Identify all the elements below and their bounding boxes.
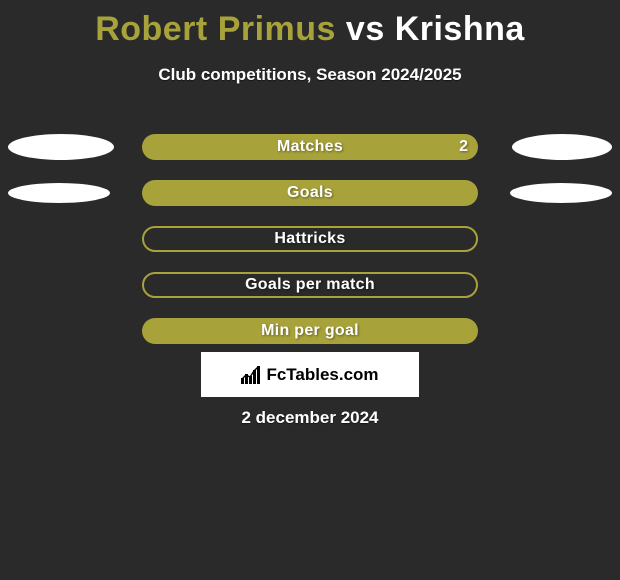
right-value-ellipse bbox=[510, 183, 612, 203]
metric-row: Goals bbox=[0, 170, 620, 216]
metric-label: Hattricks bbox=[274, 230, 345, 248]
player2-name: Krishna bbox=[395, 10, 525, 48]
metric-right-value: 2 bbox=[459, 138, 468, 156]
subtitle: Club competitions, Season 2024/2025 bbox=[0, 65, 620, 85]
metric-bar: Goals bbox=[142, 180, 478, 206]
logo: FcTables.com bbox=[241, 365, 378, 385]
left-value-ellipse bbox=[8, 134, 114, 160]
metric-bar: Min per goal bbox=[142, 318, 478, 344]
metric-row: Matches 2 bbox=[0, 124, 620, 170]
metric-label: Goals bbox=[287, 184, 333, 202]
logo-box: FcTables.com bbox=[201, 352, 419, 397]
metric-row: Goals per match bbox=[0, 262, 620, 308]
player1-name: Robert Primus bbox=[95, 10, 336, 48]
right-value-ellipse bbox=[512, 134, 612, 160]
metric-bar: Goals per match bbox=[142, 272, 478, 298]
metric-label: Matches bbox=[277, 138, 343, 156]
metrics-container: Matches 2 Goals Hattricks Goals per match Min… bbox=[0, 124, 620, 354]
metric-bar: Hattricks bbox=[142, 226, 478, 252]
metric-label: Goals per match bbox=[245, 276, 375, 294]
metric-label: Min per goal bbox=[261, 322, 359, 340]
logo-text: FcTables.com bbox=[266, 365, 378, 385]
vs-label: vs bbox=[346, 10, 385, 48]
metric-bar: Matches 2 bbox=[142, 134, 478, 160]
date-label: 2 december 2024 bbox=[0, 408, 620, 428]
comparison-title: Robert Primus vs Krishna bbox=[0, 0, 620, 49]
metric-row: Min per goal bbox=[0, 308, 620, 354]
metric-row: Hattricks bbox=[0, 216, 620, 262]
logo-icon bbox=[241, 366, 263, 384]
left-value-ellipse bbox=[8, 183, 110, 203]
